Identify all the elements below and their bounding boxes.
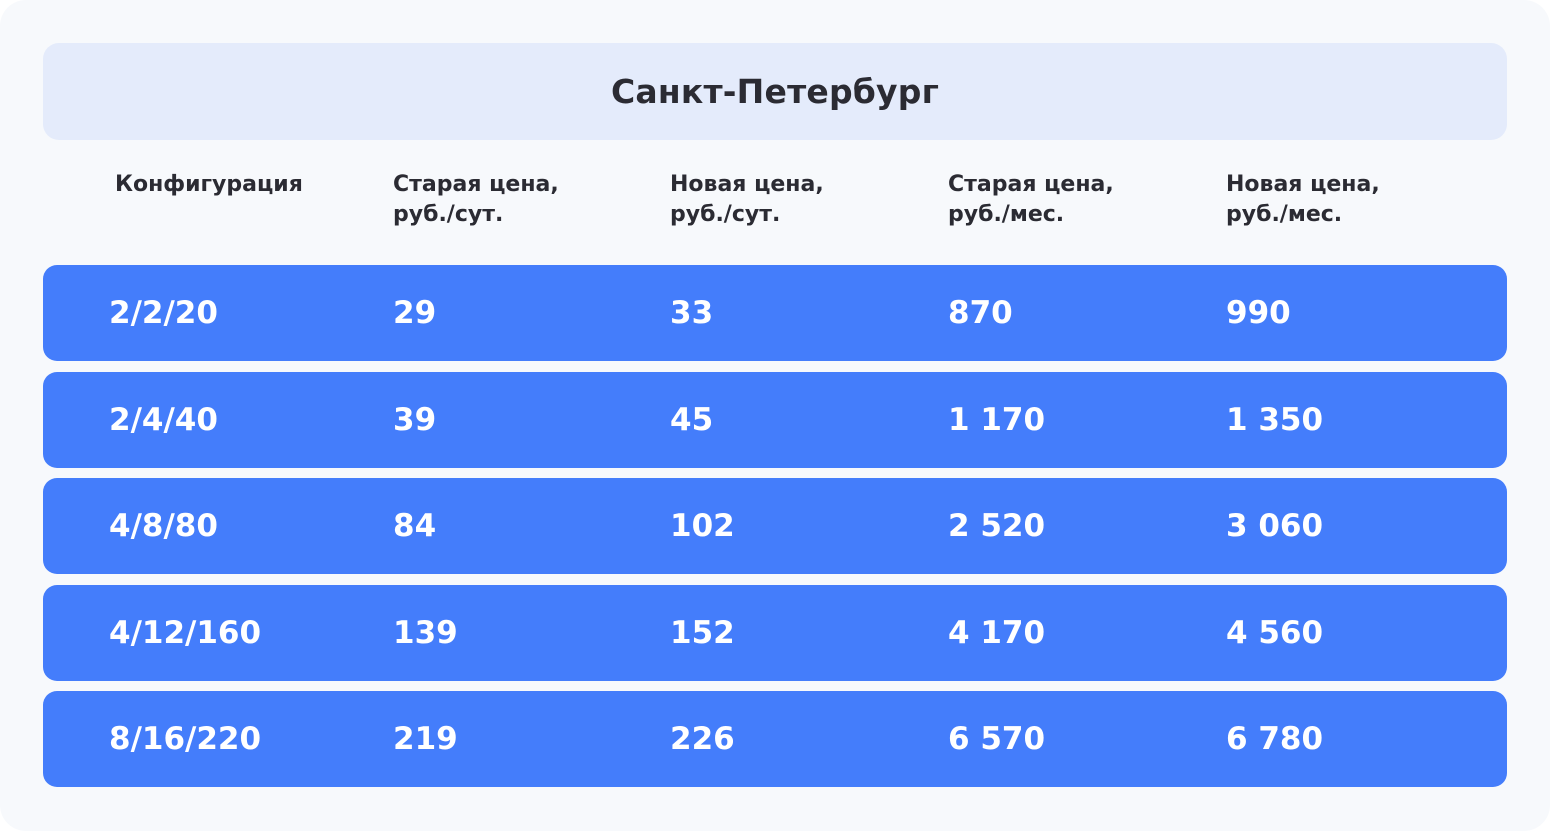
- cell-configuration: 8/16/220: [109, 721, 262, 757]
- header-old-price-day: Старая цена, руб./сут.: [393, 170, 559, 230]
- header-new-price-month-line2: руб./мес.: [1226, 202, 1343, 227]
- cell-old-price-day: 219: [393, 721, 458, 757]
- header-new-price-day: Новая цена, руб./сут.: [670, 170, 824, 230]
- title-bar: Санкт-Петербург: [43, 43, 1507, 140]
- header-new-price-month: Новая цена, руб./мес.: [1226, 170, 1380, 230]
- cell-old-price-month: 6 570: [948, 721, 1046, 757]
- table-row: 2/4/40 39 45 1 170 1 350: [43, 371, 1507, 468]
- header-old-price-day-line2: руб./сут.: [393, 202, 504, 227]
- table-title: Санкт-Петербург: [610, 72, 940, 111]
- cell-configuration: 4/8/80: [109, 508, 218, 544]
- header-new-price-day-line1: Новая цена,: [670, 172, 824, 197]
- header-configuration-line1: Конфигурация: [115, 172, 303, 197]
- cell-old-price-month: 1 170: [948, 401, 1046, 438]
- cell-new-price-day: 33: [670, 295, 714, 331]
- cell-new-price-day: 102: [670, 508, 735, 544]
- cell-old-price-day: 84: [393, 508, 437, 544]
- header-new-price-month-line1: Новая цена,: [1226, 172, 1380, 197]
- header-old-price-month: Старая цена, руб./мес.: [948, 170, 1114, 230]
- header-old-price-day-line1: Старая цена,: [393, 172, 559, 197]
- header-old-price-month-line1: Старая цена,: [948, 172, 1114, 197]
- cell-old-price-day: 139: [393, 614, 458, 651]
- cell-new-price-month: 3 060: [1226, 508, 1324, 544]
- header-row: Конфигурация Старая цена, руб./сут. Нова…: [43, 170, 1507, 240]
- table-row: 4/12/160 139 152 4 170 4 560: [43, 584, 1507, 681]
- cell-configuration: 4/12/160: [109, 614, 262, 651]
- cell-old-price-day: 39: [393, 401, 437, 438]
- table-row: 4/8/80 84 102 2 520 3 060: [43, 478, 1507, 574]
- table-row: 2/2/20 29 33 870 990: [43, 265, 1507, 361]
- table-row: 8/16/220 219 226 6 570 6 780: [43, 691, 1507, 787]
- cell-new-price-month: 1 350: [1226, 401, 1324, 438]
- cell-configuration: 2/2/20: [109, 295, 218, 331]
- cell-old-price-month: 4 170: [948, 614, 1046, 651]
- cell-new-price-day: 152: [670, 614, 735, 651]
- cell-configuration: 2/4/40: [109, 401, 218, 438]
- header-configuration: Конфигурация: [115, 170, 303, 200]
- header-new-price-day-line2: руб./сут.: [670, 202, 781, 227]
- cell-old-price-day: 29: [393, 295, 437, 331]
- cell-new-price-month: 4 560: [1226, 614, 1324, 651]
- cell-old-price-month: 870: [948, 295, 1013, 331]
- header-old-price-month-line2: руб./мес.: [948, 202, 1065, 227]
- table-body: 2/2/20 29 33 870 990 2/4/40 39 45 1 170 …: [43, 265, 1507, 798]
- cell-new-price-month: 990: [1226, 295, 1291, 331]
- cell-new-price-day: 226: [670, 721, 735, 757]
- cell-old-price-month: 2 520: [948, 508, 1046, 544]
- cell-new-price-month: 6 780: [1226, 721, 1324, 757]
- cell-new-price-day: 45: [670, 401, 714, 438]
